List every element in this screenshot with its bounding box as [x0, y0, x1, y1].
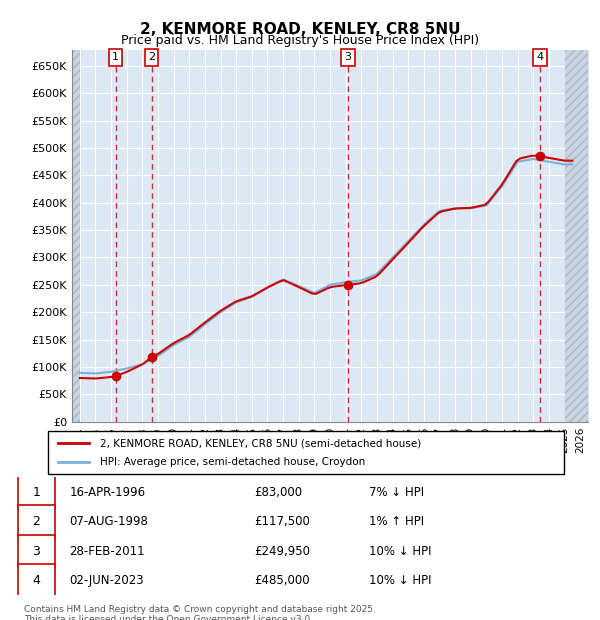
- FancyBboxPatch shape: [18, 564, 55, 597]
- Text: Price paid vs. HM Land Registry's House Price Index (HPI): Price paid vs. HM Land Registry's House …: [121, 34, 479, 47]
- Text: 16-APR-1996: 16-APR-1996: [70, 485, 146, 498]
- Text: 28-FEB-2011: 28-FEB-2011: [70, 544, 145, 557]
- FancyBboxPatch shape: [18, 505, 55, 538]
- FancyBboxPatch shape: [48, 431, 564, 474]
- Text: 1: 1: [32, 485, 40, 498]
- Text: 2, KENMORE ROAD, KENLEY, CR8 5NU: 2, KENMORE ROAD, KENLEY, CR8 5NU: [140, 22, 460, 37]
- FancyBboxPatch shape: [18, 534, 55, 567]
- Text: £117,500: £117,500: [254, 515, 310, 528]
- Text: 1% ↑ HPI: 1% ↑ HPI: [369, 515, 424, 528]
- Text: 2: 2: [32, 515, 40, 528]
- Text: 4: 4: [536, 52, 544, 63]
- Text: £485,000: £485,000: [254, 574, 310, 587]
- Bar: [72, 50, 80, 422]
- Text: £249,950: £249,950: [254, 544, 310, 557]
- Text: 3: 3: [344, 52, 352, 63]
- Text: 3: 3: [32, 544, 40, 557]
- FancyBboxPatch shape: [18, 476, 55, 508]
- Text: 02-JUN-2023: 02-JUN-2023: [70, 574, 144, 587]
- Text: 1: 1: [112, 52, 119, 63]
- Text: HPI: Average price, semi-detached house, Croydon: HPI: Average price, semi-detached house,…: [100, 457, 365, 467]
- Text: 10% ↓ HPI: 10% ↓ HPI: [369, 574, 431, 587]
- Text: £83,000: £83,000: [254, 485, 302, 498]
- Text: 7% ↓ HPI: 7% ↓ HPI: [369, 485, 424, 498]
- Bar: [72, 50, 80, 422]
- Bar: [565, 50, 588, 422]
- Text: 10% ↓ HPI: 10% ↓ HPI: [369, 544, 431, 557]
- Text: 2: 2: [148, 52, 155, 63]
- Text: 4: 4: [32, 574, 40, 587]
- Text: 2, KENMORE ROAD, KENLEY, CR8 5NU (semi-detached house): 2, KENMORE ROAD, KENLEY, CR8 5NU (semi-d…: [100, 438, 421, 448]
- Text: Contains HM Land Registry data © Crown copyright and database right 2025.
This d: Contains HM Land Registry data © Crown c…: [24, 604, 376, 620]
- Text: 07-AUG-1998: 07-AUG-1998: [70, 515, 148, 528]
